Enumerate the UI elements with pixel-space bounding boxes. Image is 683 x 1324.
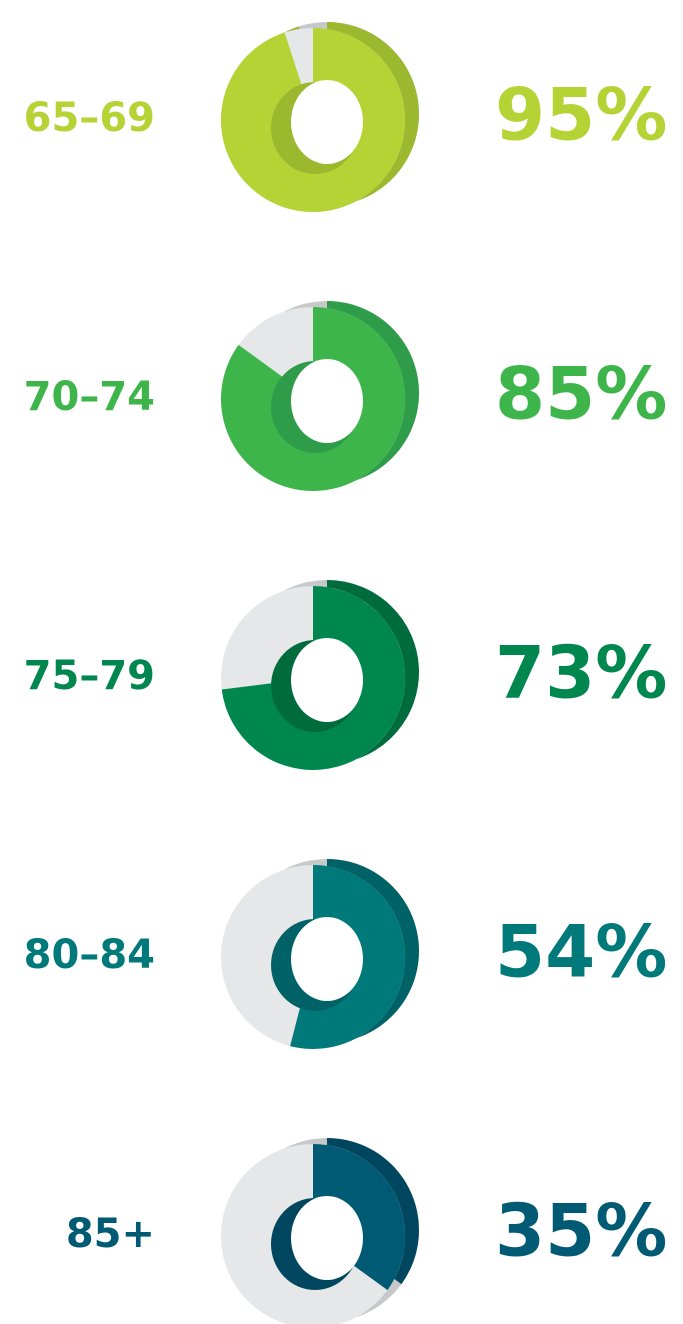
percent-label: 85% bbox=[495, 352, 667, 436]
percent-label: 73% bbox=[495, 631, 667, 715]
donut-slice bbox=[313, 1144, 406, 1291]
donut-hole bbox=[291, 80, 363, 164]
percent-label: 95% bbox=[495, 73, 667, 157]
donut-hole bbox=[291, 917, 363, 1001]
percent-label: 35% bbox=[495, 1189, 667, 1273]
age-label: 75–79 bbox=[24, 653, 155, 699]
age-label: 85+ bbox=[66, 1211, 155, 1257]
age-label: 70–74 bbox=[24, 374, 155, 420]
donut-hole bbox=[291, 359, 363, 443]
donut-hole bbox=[291, 1196, 363, 1280]
age-label: 80–84 bbox=[24, 932, 155, 978]
percent-label: 54% bbox=[495, 910, 667, 994]
donut-hole bbox=[291, 638, 363, 722]
age-label: 65–69 bbox=[24, 95, 155, 141]
